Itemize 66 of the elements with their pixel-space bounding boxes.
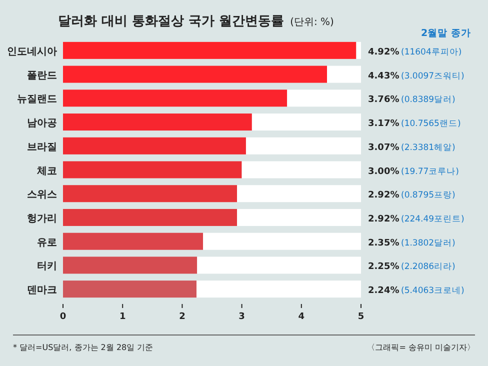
bar	[246, 137, 361, 154]
text: (3.0097즈워티)	[401, 71, 464, 82]
text: 2.35%	[368, 238, 400, 248]
text: (2.3381헤알)	[401, 142, 456, 153]
bar	[63, 256, 198, 274]
y-tick-label: 체코	[36, 166, 57, 177]
bar	[63, 232, 204, 250]
bar	[63, 66, 328, 83]
bar	[63, 208, 238, 226]
bar	[63, 280, 197, 298]
text: (5.4063크로네)	[401, 286, 464, 296]
text: (2.2086리라)	[401, 262, 456, 272]
bar	[242, 161, 361, 178]
y-tick-label: 덴마크	[27, 285, 57, 296]
bar	[63, 114, 252, 131]
text: 2월말 종가	[421, 28, 471, 39]
y-tick-label: 헝가리	[27, 213, 57, 224]
bar	[63, 185, 238, 202]
y-tick-label: 인도네시아	[7, 46, 57, 58]
y-tick-label: 남아공	[27, 118, 57, 130]
bar	[327, 66, 361, 83]
bar	[63, 137, 246, 154]
text: 3.76%	[368, 95, 400, 106]
bar	[356, 42, 361, 59]
text: (224.49포린트)	[401, 214, 464, 224]
text: (19.77코루나)	[401, 166, 459, 177]
y-tick-label: 브라질	[27, 142, 57, 153]
x-tick-label: 1	[119, 312, 126, 322]
text: 4.92%	[368, 47, 400, 58]
y-tick-label: 폴란드	[27, 70, 57, 82]
text: 2.24%	[368, 286, 400, 296]
bar	[237, 208, 361, 226]
bar	[237, 185, 361, 202]
chart-title: 달러화 대비 통화절상 국가 월간변동률	[58, 14, 284, 29]
text: 3.00%	[368, 166, 400, 177]
y-tick-label: 유로	[37, 237, 57, 248]
text: (10.7565랜드)	[401, 119, 461, 130]
bar	[63, 161, 242, 178]
text: 3.07%	[368, 142, 400, 153]
text: (0.8795프랑)	[401, 190, 456, 201]
bar	[287, 90, 361, 107]
text: (0.8389달러)	[401, 95, 456, 106]
text: * 달러=US달러, 종가는 2월 28일 기준	[13, 343, 154, 352]
text: 〈그래픽= 송유미 미술기자〉	[367, 343, 475, 352]
bar	[203, 232, 361, 250]
bar	[63, 42, 356, 59]
bar	[252, 114, 361, 131]
y-tick-label: 스위스	[27, 190, 57, 201]
chart-subtitle: (단위: %)	[290, 17, 334, 28]
text: 2.92%	[368, 214, 400, 224]
x-tick-label: 3	[238, 312, 245, 322]
text: 4.43%	[368, 71, 400, 82]
text: 2.25%	[368, 262, 400, 272]
text: 3.17%	[368, 119, 400, 130]
x-tick-label: 2	[179, 312, 186, 322]
text: 2.92%	[368, 190, 400, 201]
x-tick-label: 0	[60, 312, 66, 322]
x-tick-label: 4	[298, 312, 305, 322]
y-tick-label: 터키	[37, 261, 57, 272]
text: (11604루피아)	[401, 47, 462, 58]
bar	[196, 280, 361, 298]
x-tick-label: 5	[358, 312, 364, 322]
y-tick-label: 뉴질랜드	[17, 94, 57, 106]
text: (1.3802달러)	[401, 238, 456, 248]
bar	[197, 256, 361, 274]
bar	[63, 90, 288, 107]
